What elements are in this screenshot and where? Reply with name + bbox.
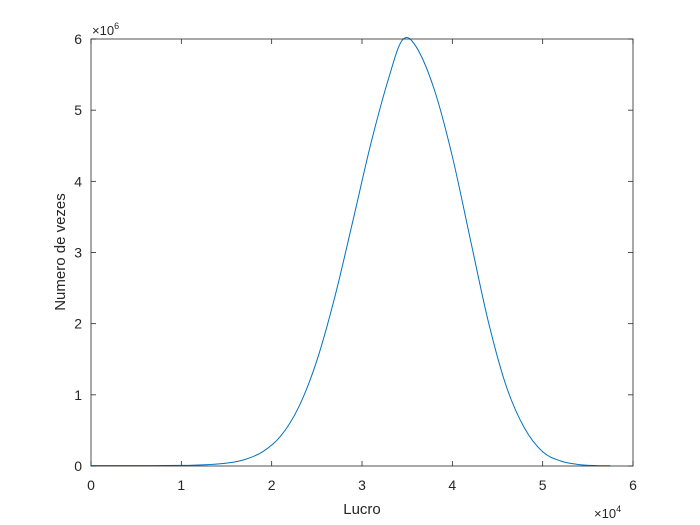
series-line	[90, 37, 611, 467]
x-tick-label: 1	[177, 477, 185, 493]
x-tick-label: 3	[358, 477, 366, 493]
y-tick-label: 4	[74, 173, 82, 189]
plot-area	[91, 39, 633, 466]
x-tick-label: 2	[268, 477, 276, 493]
x-tick-label: 5	[539, 477, 547, 493]
y-tick-label: 3	[74, 245, 82, 261]
y-tick-label: 5	[74, 102, 82, 118]
y-axis-label: Numero de vezes	[52, 193, 69, 311]
y-tick-label: 2	[74, 316, 82, 332]
x-tick-label: 0	[87, 477, 95, 493]
y-tick-label: 1	[74, 387, 82, 403]
x-axis-label: Lucro	[343, 501, 381, 518]
y-axis-exponent: ×106	[92, 21, 119, 38]
y-tick-label: 0	[74, 458, 82, 474]
x-axis-ticks: 0 1 2 3 4 5 6	[87, 39, 637, 493]
x-axis-exponent: ×104	[594, 504, 621, 521]
y-tick-label: 6	[74, 31, 82, 47]
x-tick-label: 6	[629, 477, 637, 493]
y-axis-ticks: 0 1 2 3 4 5 6	[74, 31, 633, 474]
x-tick-label: 4	[448, 477, 456, 493]
axes-box	[90, 38, 634, 467]
